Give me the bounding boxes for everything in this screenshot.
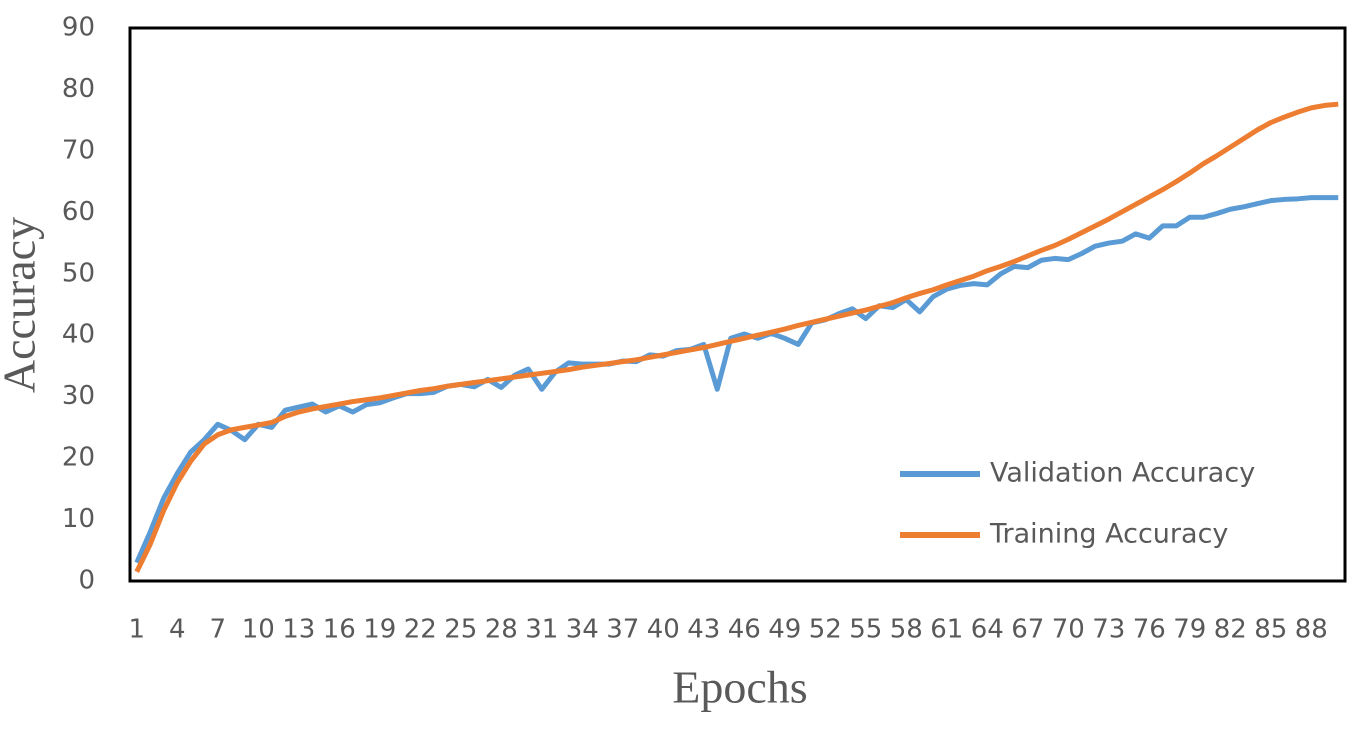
x-tick-label: 37 xyxy=(606,615,639,645)
y-tick-label: 20 xyxy=(62,443,95,473)
y-tick-label: 70 xyxy=(62,135,95,165)
series-line xyxy=(134,195,1339,564)
y-tick-label: 90 xyxy=(62,13,95,43)
x-tick-label: 88 xyxy=(1295,615,1328,645)
x-tick-label: 16 xyxy=(323,615,356,645)
x-tick-label: 22 xyxy=(404,615,437,645)
x-tick-label: 55 xyxy=(849,615,882,645)
y-tick-label: 10 xyxy=(62,504,95,534)
x-tick-label: 67 xyxy=(1011,615,1044,645)
x-tick-label: 58 xyxy=(890,615,923,645)
x-tick-label: 73 xyxy=(1092,615,1125,645)
x-tick-label: 31 xyxy=(525,615,558,645)
x-tick-label: 76 xyxy=(1133,615,1166,645)
x-tick-label: 49 xyxy=(768,615,801,645)
x-tick-label: 43 xyxy=(687,615,720,645)
x-tick-label: 10 xyxy=(242,615,275,645)
x-tick-label: 64 xyxy=(971,615,1004,645)
plot-frame xyxy=(128,26,1347,583)
x-tick-label: 13 xyxy=(282,615,315,645)
legend-label: Validation Accuracy xyxy=(990,458,1255,489)
y-tick-label: 30 xyxy=(62,381,95,411)
x-tick-label: 82 xyxy=(1214,615,1247,645)
y-tick-label: 40 xyxy=(62,320,95,350)
y-tick-label: 0 xyxy=(78,566,95,596)
y-tick-label: 50 xyxy=(62,258,95,288)
x-tick-label: 79 xyxy=(1173,615,1206,645)
x-tick-label: 70 xyxy=(1052,615,1085,645)
x-tick-label: 7 xyxy=(209,615,226,645)
x-tick-label: 46 xyxy=(728,615,761,645)
x-tick-label: 52 xyxy=(809,615,842,645)
x-axis-title: Epochs xyxy=(672,662,807,713)
y-tick-label: 80 xyxy=(62,74,95,104)
x-tick-label: 1 xyxy=(128,615,145,645)
x-tick-label: 61 xyxy=(930,615,963,645)
y-axis-title: Accuracy xyxy=(0,217,45,393)
series-line xyxy=(134,101,1339,573)
legend-label: Training Accuracy xyxy=(989,519,1228,550)
x-tick-label: 4 xyxy=(169,615,186,645)
x-tick-label: 40 xyxy=(647,615,680,645)
x-tick-label: 28 xyxy=(485,615,518,645)
x-tick-label: 25 xyxy=(444,615,477,645)
y-tick-label: 60 xyxy=(62,197,95,227)
x-tick-label: 34 xyxy=(566,615,599,645)
x-tick-label: 19 xyxy=(363,615,396,645)
x-tick-label: 85 xyxy=(1254,615,1287,645)
